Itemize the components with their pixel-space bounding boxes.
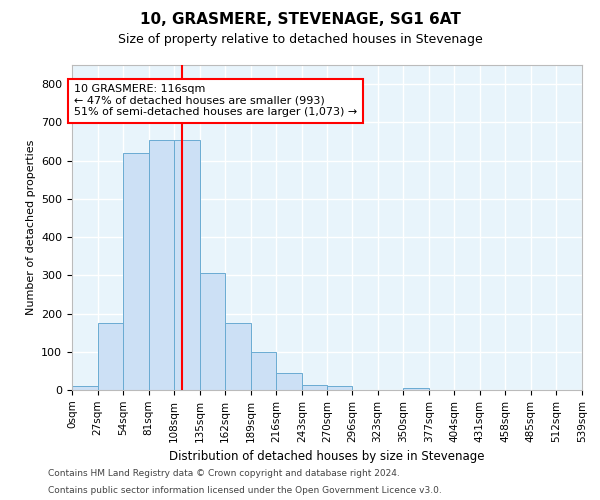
Y-axis label: Number of detached properties: Number of detached properties <box>26 140 35 315</box>
Bar <box>403 388 429 390</box>
Bar <box>72 386 98 390</box>
Bar <box>251 352 277 390</box>
Bar <box>302 386 328 390</box>
Bar <box>277 373 302 390</box>
Bar <box>328 386 352 390</box>
Text: Contains HM Land Registry data © Crown copyright and database right 2024.: Contains HM Land Registry data © Crown c… <box>48 468 400 477</box>
Text: 10, GRASMERE, STEVENAGE, SG1 6AT: 10, GRASMERE, STEVENAGE, SG1 6AT <box>140 12 460 28</box>
Bar <box>174 140 200 390</box>
Text: Contains public sector information licensed under the Open Government Licence v3: Contains public sector information licen… <box>48 486 442 495</box>
Bar <box>123 153 149 390</box>
Bar <box>149 140 174 390</box>
X-axis label: Distribution of detached houses by size in Stevenage: Distribution of detached houses by size … <box>169 450 485 463</box>
Bar <box>98 323 123 390</box>
Text: 10 GRASMERE: 116sqm
← 47% of detached houses are smaller (993)
51% of semi-detac: 10 GRASMERE: 116sqm ← 47% of detached ho… <box>74 84 357 117</box>
Bar <box>200 274 225 390</box>
Bar <box>225 323 251 390</box>
Text: Size of property relative to detached houses in Stevenage: Size of property relative to detached ho… <box>118 32 482 46</box>
